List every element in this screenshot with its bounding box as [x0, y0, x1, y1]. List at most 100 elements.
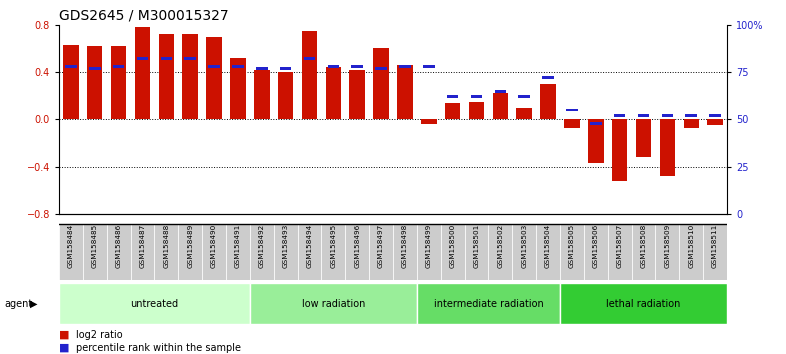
- Bar: [302, 31, 318, 119]
- Bar: [685, 114, 697, 117]
- Text: GSM158507: GSM158507: [617, 224, 623, 268]
- Bar: [542, 76, 554, 79]
- Bar: [684, 119, 699, 128]
- Bar: [488, 224, 512, 280]
- Bar: [59, 224, 83, 280]
- Bar: [468, 102, 484, 119]
- Bar: [423, 65, 435, 68]
- Text: GSM158503: GSM158503: [521, 224, 527, 268]
- Text: ▶: ▶: [30, 298, 38, 309]
- Bar: [465, 224, 488, 280]
- Bar: [280, 67, 292, 70]
- Text: GSM158502: GSM158502: [498, 224, 503, 268]
- Bar: [137, 57, 149, 60]
- Text: ■: ■: [59, 343, 69, 353]
- Bar: [512, 224, 536, 280]
- Bar: [250, 224, 274, 280]
- Text: GSM158510: GSM158510: [689, 224, 694, 268]
- Text: GSM158509: GSM158509: [664, 224, 670, 268]
- Bar: [659, 119, 675, 176]
- Bar: [345, 224, 369, 280]
- Bar: [590, 122, 601, 125]
- Bar: [373, 48, 389, 119]
- Bar: [351, 65, 363, 68]
- Bar: [703, 224, 727, 280]
- Bar: [206, 36, 222, 119]
- Text: percentile rank within the sample: percentile rank within the sample: [76, 343, 241, 353]
- Bar: [679, 224, 703, 280]
- Bar: [399, 65, 411, 68]
- Bar: [516, 108, 532, 119]
- Text: GSM158501: GSM158501: [473, 224, 479, 268]
- Text: GDS2645 / M300015327: GDS2645 / M300015327: [59, 8, 229, 22]
- Bar: [417, 283, 560, 324]
- Text: lethal radiation: lethal radiation: [606, 298, 681, 309]
- Bar: [446, 95, 458, 98]
- Bar: [274, 224, 298, 280]
- Bar: [656, 224, 679, 280]
- Bar: [160, 57, 172, 60]
- Bar: [560, 224, 584, 280]
- Bar: [256, 67, 267, 70]
- Bar: [588, 119, 604, 163]
- Bar: [154, 224, 178, 280]
- Bar: [375, 67, 387, 70]
- Text: GSM158493: GSM158493: [283, 224, 288, 268]
- Bar: [83, 224, 107, 280]
- Bar: [182, 34, 198, 119]
- Bar: [632, 224, 656, 280]
- Bar: [417, 224, 441, 280]
- Bar: [709, 114, 721, 117]
- Bar: [254, 70, 270, 119]
- Text: GSM158496: GSM158496: [354, 224, 360, 268]
- Bar: [226, 224, 250, 280]
- Text: GSM158498: GSM158498: [402, 224, 408, 268]
- Text: GSM158485: GSM158485: [92, 224, 97, 268]
- Text: GSM158486: GSM158486: [116, 224, 122, 268]
- Text: GSM158500: GSM158500: [450, 224, 456, 268]
- Bar: [59, 283, 250, 324]
- Bar: [445, 103, 461, 119]
- Text: GSM158484: GSM158484: [68, 224, 74, 268]
- Bar: [130, 224, 154, 280]
- Bar: [393, 224, 417, 280]
- Bar: [111, 46, 127, 119]
- Text: GSM158492: GSM158492: [259, 224, 265, 268]
- Text: GSM158490: GSM158490: [211, 224, 217, 268]
- Bar: [564, 119, 580, 128]
- Bar: [662, 114, 674, 117]
- Bar: [536, 224, 560, 280]
- Bar: [232, 65, 244, 68]
- Text: ■: ■: [59, 330, 69, 339]
- Bar: [519, 95, 530, 98]
- Text: GSM158508: GSM158508: [641, 224, 647, 268]
- Bar: [321, 224, 345, 280]
- Bar: [707, 119, 723, 125]
- Text: GSM158495: GSM158495: [330, 224, 336, 268]
- Bar: [87, 46, 102, 119]
- Bar: [185, 57, 196, 60]
- Text: GSM158504: GSM158504: [545, 224, 551, 268]
- Bar: [328, 65, 340, 68]
- Bar: [250, 283, 417, 324]
- Bar: [134, 27, 150, 119]
- Bar: [63, 45, 79, 119]
- Text: GSM158494: GSM158494: [307, 224, 313, 268]
- Bar: [178, 224, 202, 280]
- Bar: [584, 224, 608, 280]
- Text: GSM158497: GSM158497: [378, 224, 384, 268]
- Bar: [636, 119, 652, 157]
- Bar: [566, 109, 578, 112]
- Bar: [298, 224, 321, 280]
- Text: agent: agent: [4, 298, 32, 309]
- Text: GSM158488: GSM158488: [163, 224, 169, 268]
- Bar: [614, 114, 626, 117]
- Bar: [493, 93, 508, 119]
- Text: GSM158499: GSM158499: [426, 224, 432, 268]
- Bar: [325, 67, 341, 119]
- Bar: [112, 65, 124, 68]
- Text: GSM158489: GSM158489: [187, 224, 193, 268]
- Bar: [540, 84, 556, 119]
- Bar: [350, 70, 365, 119]
- Bar: [202, 224, 226, 280]
